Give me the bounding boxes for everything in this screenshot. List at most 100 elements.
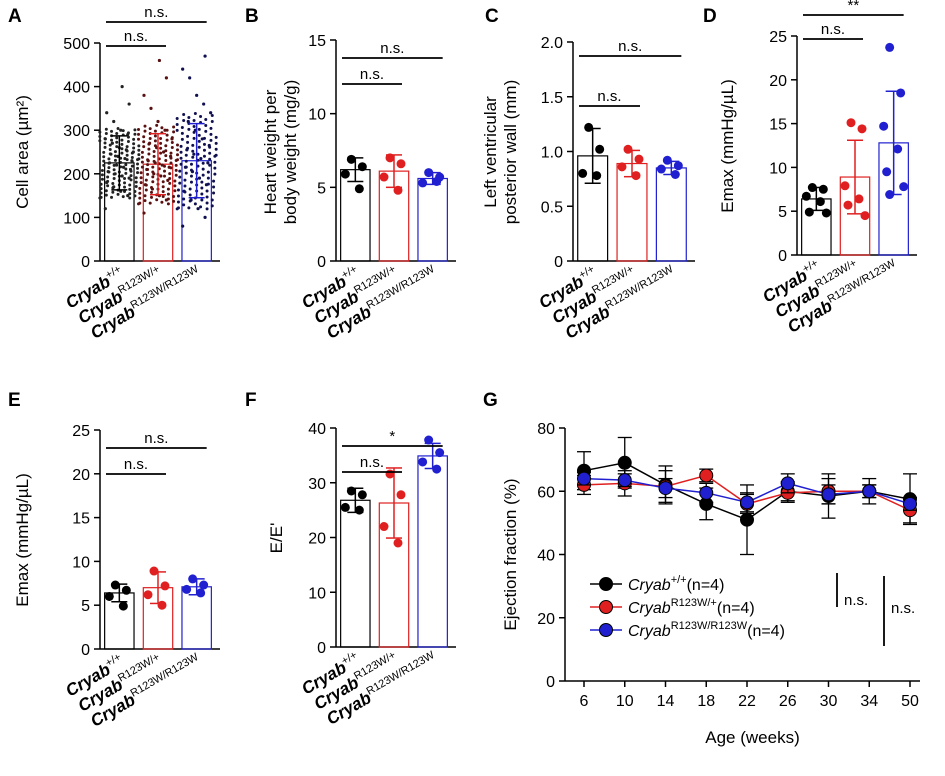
data-point (133, 128, 137, 132)
data-point (103, 141, 107, 145)
data-point (195, 93, 199, 97)
data-point (176, 206, 180, 210)
data-point (206, 170, 210, 174)
y-tick-label: 5 (81, 598, 90, 615)
data-point (136, 166, 140, 170)
data-point (180, 125, 184, 129)
data-point (201, 161, 205, 165)
y-tick-label: 20 (769, 73, 787, 90)
data-point (200, 192, 204, 196)
data-point (197, 133, 201, 137)
y-tick-label: 60 (537, 484, 555, 501)
data-point (127, 102, 131, 106)
data-point (146, 168, 150, 172)
y-tick-label: 5 (778, 204, 787, 221)
data-point (155, 123, 159, 127)
data-point (159, 146, 163, 150)
data-point (396, 159, 406, 169)
data-point (133, 132, 137, 136)
data-point (126, 140, 130, 144)
data-point (179, 162, 183, 166)
y-tick-label: 0 (546, 674, 555, 691)
data-point (214, 135, 218, 139)
data-point (165, 128, 169, 132)
data-point (166, 187, 170, 191)
data-point (174, 168, 178, 172)
data-point (160, 200, 164, 204)
data-point (115, 145, 119, 149)
data-point (214, 153, 218, 157)
data-point (129, 169, 133, 173)
data-point (151, 175, 155, 179)
y-tick-label: 80 (537, 421, 555, 438)
data-point (205, 207, 209, 211)
data-point (210, 119, 214, 123)
data-point (857, 124, 867, 134)
data-point (631, 171, 641, 181)
y-tick-label: 20 (72, 467, 90, 484)
data-point (168, 172, 172, 176)
data-point (210, 204, 214, 208)
y-tick-label: 2.0 (541, 35, 563, 52)
data-point (357, 162, 367, 172)
data-point (617, 473, 632, 488)
data-point (180, 131, 184, 135)
panel-A: A 0 100 200 300 400 500 Cell area (µm²) n.s. n.s.… (8, 4, 220, 343)
y-tick-label: 500 (63, 36, 90, 53)
data-point (184, 153, 188, 157)
data-point (178, 169, 182, 173)
panel-label-D: D (703, 6, 717, 27)
data-point (142, 93, 146, 97)
data-point (840, 181, 850, 191)
y-tick-label: 10 (308, 585, 326, 602)
data-point (164, 149, 168, 153)
data-point (173, 184, 177, 188)
data-point (111, 190, 115, 194)
data-point (174, 173, 178, 177)
legend-label: CryabR123W/R123W(n=4) (628, 620, 785, 640)
data-point (138, 201, 142, 205)
data-point (893, 144, 903, 154)
data-point (862, 484, 877, 499)
data-point (129, 178, 133, 182)
data-point (143, 124, 147, 128)
y-axis-label-line: body weight (mg/g) (281, 80, 300, 225)
data-point (144, 188, 148, 192)
y-tick-label: 15 (72, 511, 90, 528)
legend-marker (599, 600, 613, 614)
data-point (113, 150, 117, 154)
data-point (379, 522, 389, 532)
data-point (146, 172, 150, 176)
data-point (199, 580, 209, 590)
data-point (164, 144, 168, 148)
data-point (112, 172, 116, 176)
y-tick-label: 40 (537, 548, 555, 565)
data-point (186, 134, 190, 138)
panel-label-G: G (483, 390, 498, 411)
legend-n: (n=4) (687, 577, 725, 594)
data-point (130, 151, 134, 155)
y-tick-label: 0 (81, 254, 90, 271)
y-tick-label: 40 (308, 421, 326, 438)
y-axis-label: Ejection fraction (%) (501, 478, 520, 630)
data-point (159, 141, 163, 145)
data-point (191, 143, 195, 147)
data-point (882, 167, 892, 177)
data-point (116, 192, 120, 196)
data-point (595, 144, 605, 154)
data-point (143, 129, 147, 133)
data-point (209, 132, 213, 136)
data-point (115, 136, 119, 140)
data-point (120, 151, 124, 155)
data-point (187, 206, 191, 210)
data-point (214, 141, 218, 145)
data-point (658, 481, 673, 496)
data-point (196, 207, 200, 211)
data-point (132, 146, 136, 150)
data-point (885, 42, 895, 52)
data-point (143, 194, 147, 198)
data-point (160, 163, 164, 167)
y-tick-label: 0 (778, 248, 787, 265)
data-point (164, 154, 168, 158)
data-point (146, 158, 150, 162)
